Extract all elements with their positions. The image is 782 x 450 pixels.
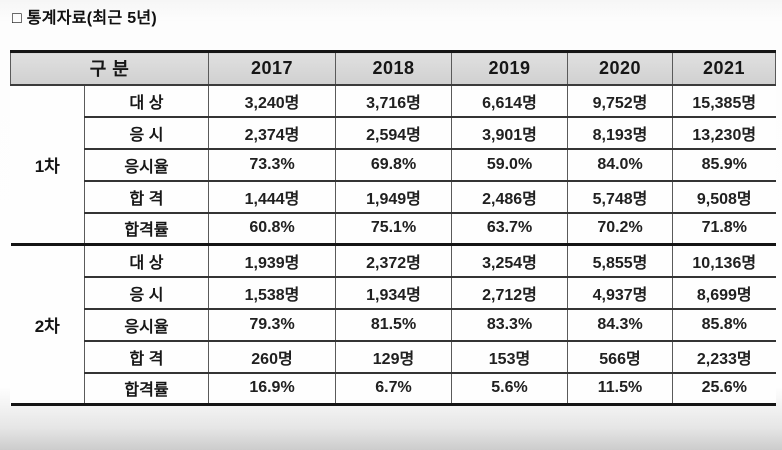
column-header-2017: 2017 <box>208 50 336 86</box>
table-cell: 2,486명 <box>451 180 568 214</box>
table-cell: 1,949명 <box>335 180 452 214</box>
table-cell: 153명 <box>451 340 568 374</box>
column-header-2019: 2019 <box>451 50 568 86</box>
table-row: 응 시 1,538명 1,934명 2,712명 4,937명 8,699명 <box>11 276 776 310</box>
table-cell: 8,193명 <box>567 116 673 150</box>
table-cell: 13,230명 <box>672 116 776 150</box>
table-cell: 3,901명 <box>451 116 568 150</box>
table-cell: 129명 <box>335 340 452 374</box>
table-cell: 85.9% <box>672 148 776 182</box>
table-row: 합 격 1,444명 1,949명 2,486명 5,748명 9,508명 <box>11 180 776 214</box>
table-cell: 60.8% <box>208 212 336 246</box>
row-label: 응시율 <box>84 148 209 182</box>
table-cell: 84.3% <box>567 308 673 342</box>
row-label: 합격률 <box>84 372 209 406</box>
column-header-gubun: 구 분 <box>10 50 209 86</box>
table-cell: 9,508명 <box>672 180 776 214</box>
table-cell: 15,385명 <box>672 84 776 118</box>
row-label: 합 격 <box>84 340 209 374</box>
table-cell: 81.5% <box>335 308 452 342</box>
table-cell: 75.1% <box>335 212 452 246</box>
table-cell: 3,254명 <box>451 244 568 278</box>
table-cell: 5.6% <box>451 372 568 406</box>
table-cell: 2,372명 <box>335 244 452 278</box>
table-row: 응 시 2,374명 2,594명 3,901명 8,193명 13,230명 <box>11 116 776 150</box>
row-group-1cha: 1차 <box>10 84 85 246</box>
table-row: 1차 대 상 3,240명 3,716명 6,614명 9,752명 15,38… <box>10 84 776 246</box>
table-cell: 71.8% <box>672 212 776 246</box>
table-cell: 69.8% <box>335 148 452 182</box>
table-row: 합격률 16.9% 6.7% 5.6% 11.5% 25.6% <box>11 372 776 406</box>
header-row: 구 분 2017 2018 2019 2020 2021 <box>10 50 776 86</box>
table-cell: 3,240명 <box>208 84 336 118</box>
row-label: 응시율 <box>84 308 209 342</box>
table-cell: 3,716명 <box>335 84 452 118</box>
table-row: 합 격 260명 129명 153명 566명 2,233명 <box>11 340 776 374</box>
table-cell: 73.3% <box>208 148 336 182</box>
table-cell: 5,748명 <box>567 180 673 214</box>
column-header-2020: 2020 <box>567 50 673 86</box>
page-title: □ 통계자료(최근 5년) <box>12 10 158 27</box>
table-cell: 2,594명 <box>335 116 452 150</box>
table-cell: 1,538명 <box>208 276 336 310</box>
table-cell: 83.3% <box>451 308 568 342</box>
table-row: 2차 대 상 1,939명 2,372명 3,254명 5,855명 10,13… <box>10 244 776 406</box>
row-group-2cha: 2차 <box>10 244 85 406</box>
table-cell: 2,712명 <box>451 276 568 310</box>
column-header-2018: 2018 <box>335 50 452 86</box>
table-cell: 5,855명 <box>567 244 673 278</box>
table-cell: 85.8% <box>672 308 776 342</box>
table-cell: 11.5% <box>567 372 673 406</box>
table-cell: 16.9% <box>208 372 336 406</box>
row-label: 대 상 <box>84 84 209 118</box>
row-label: 대 상 <box>84 244 209 278</box>
row-label: 합격률 <box>84 212 209 246</box>
table-cell: 25.6% <box>672 372 776 406</box>
table-cell: 9,752명 <box>567 84 673 118</box>
table-cell: 4,937명 <box>567 276 673 310</box>
table-cell: 6,614명 <box>451 84 568 118</box>
statistics-table: 구 분 2017 2018 2019 2020 2021 1차 대 상 3,24… <box>10 50 776 406</box>
table-cell: 10,136명 <box>672 244 776 278</box>
table-cell: 2,374명 <box>208 116 336 150</box>
table-cell: 59.0% <box>451 148 568 182</box>
table-cell: 63.7% <box>451 212 568 246</box>
row-label: 응 시 <box>84 116 209 150</box>
table-cell: 260명 <box>208 340 336 374</box>
table-cell: 1,444명 <box>208 180 336 214</box>
row-label: 응 시 <box>84 276 209 310</box>
row-label: 합 격 <box>84 180 209 214</box>
table-cell: 1,939명 <box>208 244 336 278</box>
table-row: 응시율 79.3% 81.5% 83.3% 84.3% 85.8% <box>11 308 776 342</box>
table-cell: 2,233명 <box>672 340 776 374</box>
table-cell: 70.2% <box>567 212 673 246</box>
table-row: 응시율 73.3% 69.8% 59.0% 84.0% 85.9% <box>11 148 776 182</box>
table-cell: 566명 <box>567 340 673 374</box>
table-cell: 79.3% <box>208 308 336 342</box>
table-cell: 8,699명 <box>672 276 776 310</box>
table-cell: 1,934명 <box>335 276 452 310</box>
column-header-2021: 2021 <box>672 50 776 86</box>
table-cell: 6.7% <box>335 372 452 406</box>
table-cell: 84.0% <box>567 148 673 182</box>
table-row: 합격률 60.8% 75.1% 63.7% 70.2% 71.8% <box>11 212 776 246</box>
